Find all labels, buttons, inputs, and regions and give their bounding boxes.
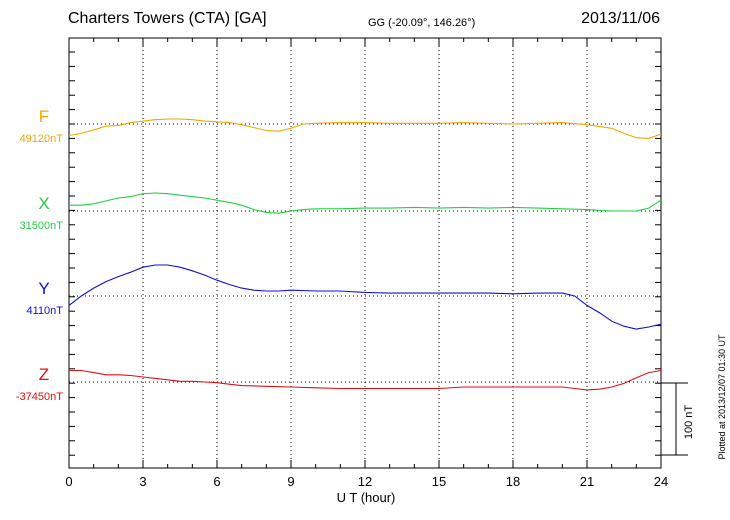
series-name-y: Y xyxy=(38,279,49,298)
series-line-x xyxy=(69,192,662,214)
series-layer xyxy=(68,118,662,391)
series-line-z xyxy=(69,369,662,391)
x-tick-label: 15 xyxy=(432,474,446,489)
x-tick-label: 18 xyxy=(506,474,520,489)
series-baseline-label-z: -37450nT xyxy=(16,391,63,403)
x-tick-label: 0 xyxy=(65,474,72,489)
chart-date: 2013/11/06 xyxy=(581,10,660,27)
scale-bar: 100 nT xyxy=(661,382,695,456)
plot-frame xyxy=(68,37,662,469)
plotted-note: Plotted at 2013/12/07 01:30 UT xyxy=(717,334,727,460)
x-tick-label: 24 xyxy=(654,474,668,489)
series-baseline-label-y: 4110nT xyxy=(27,305,64,317)
series-baseline-label-f: 49120nT xyxy=(20,133,64,145)
scale-bar-label: 100 nT xyxy=(683,405,695,440)
axis-labels: U T (hour) 0 3 6 9 12 15 18 21 24 F 49120nT X 31500n… xyxy=(16,107,668,505)
series-line-f xyxy=(68,118,662,139)
station-coordinates: GG (-20.09°, 146.26°) xyxy=(368,17,476,29)
x-tick-label: 21 xyxy=(580,474,594,489)
x-tick-label: 12 xyxy=(358,474,372,489)
x-tick-label: 9 xyxy=(287,474,294,489)
series-name-x: X xyxy=(38,194,49,213)
grid-lines xyxy=(69,38,661,468)
series-line-y xyxy=(68,264,662,330)
series-name-f: F xyxy=(39,107,49,126)
x-tick-label: 6 xyxy=(213,474,220,489)
chart-title: Charters Towers (CTA) [GA] xyxy=(68,10,267,27)
series-name-z: Z xyxy=(39,365,49,384)
x-axis-title: U T (hour) xyxy=(337,490,396,505)
series-baseline-label-x: 31500nT xyxy=(20,220,64,232)
x-tick-label: 3 xyxy=(139,474,146,489)
